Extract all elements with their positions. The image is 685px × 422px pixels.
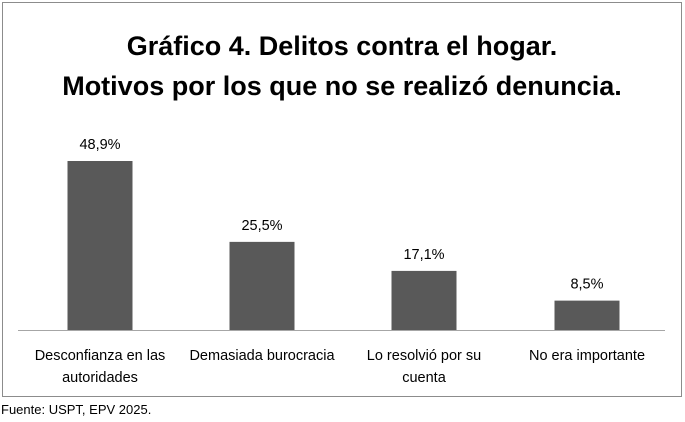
chart-frame	[2, 2, 682, 397]
bar	[554, 300, 620, 330]
bar	[229, 241, 295, 330]
chart-title-line-1: Gráfico 4. Delitos contra el hogar.	[127, 31, 558, 61]
category-label: cuenta	[402, 370, 446, 386]
category-label: Lo resolvió por su	[367, 348, 481, 364]
data-label: 8,5%	[570, 277, 603, 293]
data-label: 48,9%	[79, 137, 120, 153]
bar	[67, 161, 133, 330]
data-label: 25,5%	[241, 218, 282, 234]
data-label: 17,1%	[403, 247, 444, 263]
bar-chart: Gráfico 4. Delitos contra el hogar. Moti…	[18, 31, 665, 386]
chart-title-line-2: Motivos por los que no se realizó denunc…	[62, 71, 622, 101]
category-label: autoridades	[62, 370, 138, 386]
category-label: Demasiada burocracia	[189, 348, 335, 364]
source-note: Fuente: USPT, EPV 2025.	[1, 402, 152, 417]
category-label: No era importante	[529, 348, 645, 364]
bar	[391, 270, 457, 330]
category-label: Desconfianza en las	[35, 348, 166, 364]
